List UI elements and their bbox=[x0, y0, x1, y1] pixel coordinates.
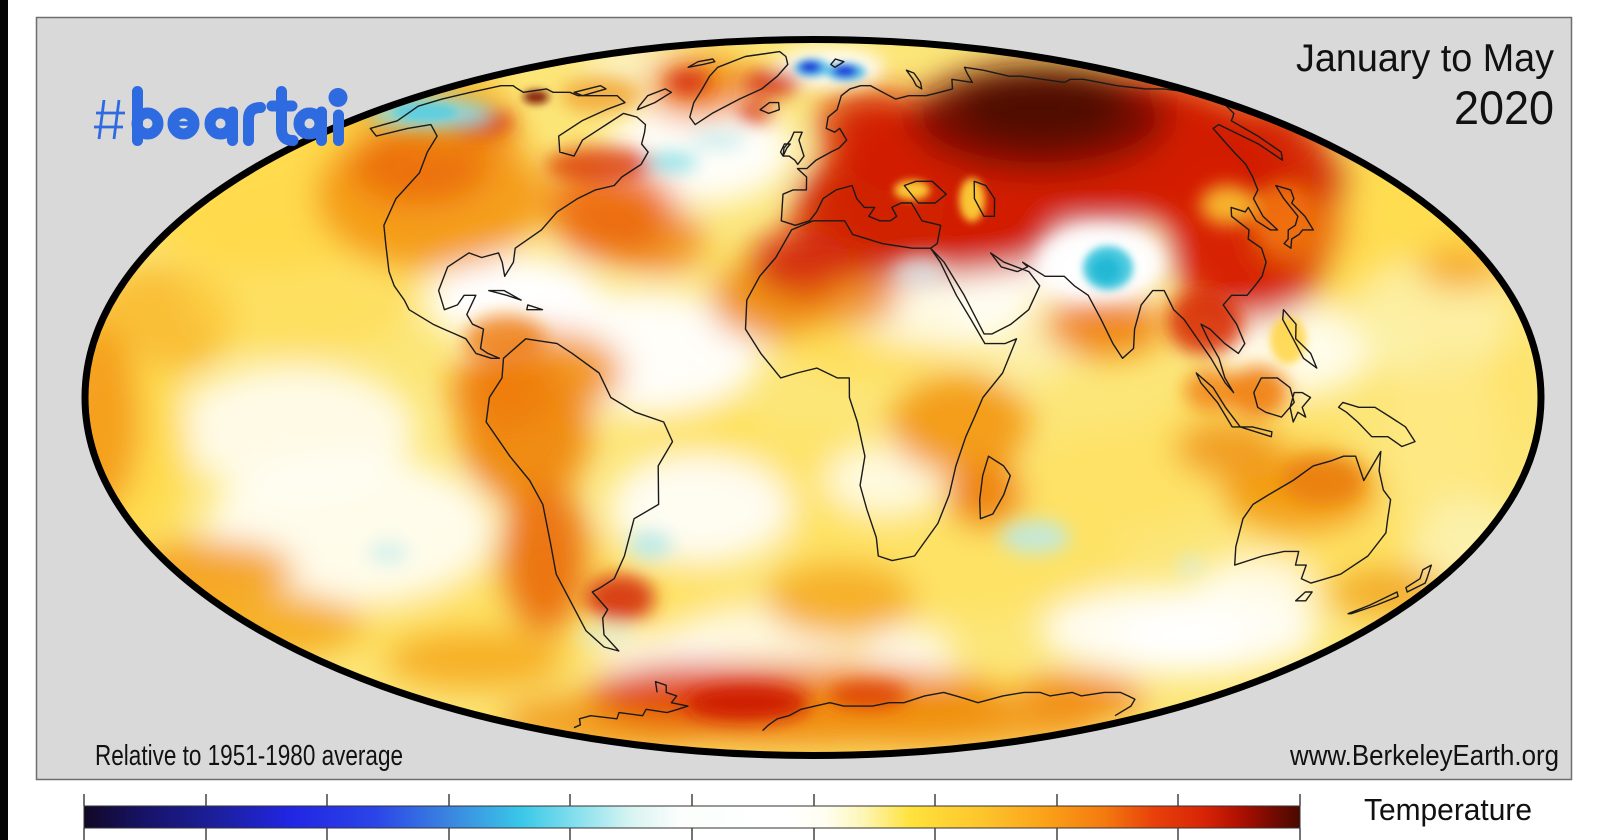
svg-text:Relative to 1951-1980 average: Relative to 1951-1980 average bbox=[95, 740, 403, 772]
svg-text:January to May: January to May bbox=[1296, 37, 1554, 80]
svg-text:www.BerkeleyEarth.org: www.BerkeleyEarth.org bbox=[1289, 740, 1559, 772]
svg-text:2020: 2020 bbox=[1454, 81, 1554, 134]
svg-text:Temperature: Temperature bbox=[1364, 792, 1532, 827]
